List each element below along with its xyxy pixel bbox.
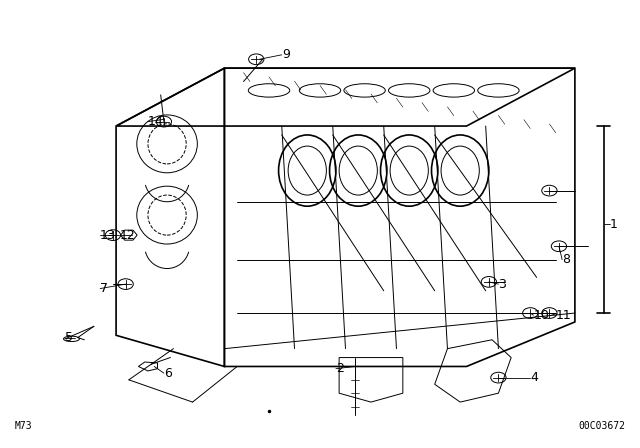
Text: 14: 14 xyxy=(148,115,164,128)
Text: 6: 6 xyxy=(164,366,172,379)
Text: 12: 12 xyxy=(119,228,135,241)
Text: 2: 2 xyxy=(336,362,344,375)
Text: 10: 10 xyxy=(534,309,549,322)
Text: 13: 13 xyxy=(100,228,116,241)
Text: 4: 4 xyxy=(531,371,538,384)
Text: M73: M73 xyxy=(14,421,32,431)
Text: 8: 8 xyxy=(562,253,570,266)
Text: 1: 1 xyxy=(610,217,618,231)
Text: 5: 5 xyxy=(65,331,73,344)
Text: 9: 9 xyxy=(282,48,290,61)
Text: 00C03672: 00C03672 xyxy=(579,421,626,431)
Text: 7: 7 xyxy=(100,282,108,295)
Text: 3: 3 xyxy=(499,278,506,291)
Text: 11: 11 xyxy=(556,309,572,322)
